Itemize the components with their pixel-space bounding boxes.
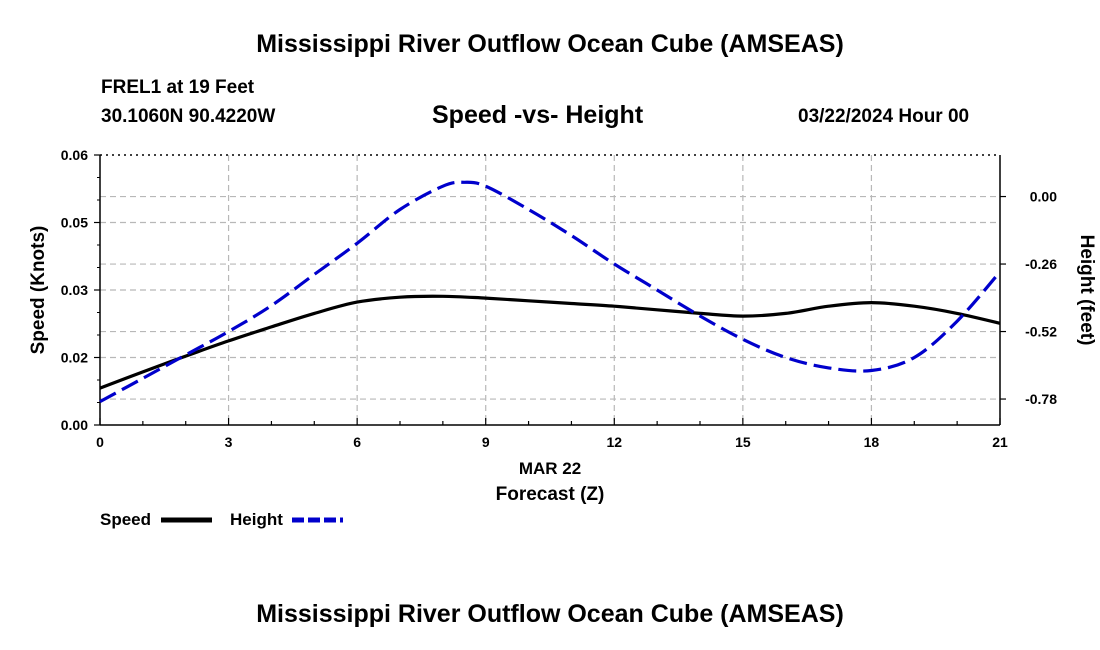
coordinates-label: 30.1060N 90.4220W (101, 106, 276, 127)
x-axis-label: Forecast (Z) (496, 484, 605, 505)
x-tick-label: 3 (225, 434, 233, 450)
y2-tick-label: -0.52 (1025, 324, 1057, 340)
height-series-line (99, 180, 1002, 404)
main-title: Mississippi River Outflow Ocean Cube (AM… (256, 30, 844, 58)
y-tick-label: 0.06 (61, 147, 88, 163)
legend-speed-label: Speed (100, 510, 151, 529)
legend-height-label: Height (230, 510, 283, 529)
legend: Speed Height (100, 510, 343, 529)
grid (100, 155, 1000, 425)
y-tick-label: 0.05 (61, 215, 88, 231)
y2-tick-label: 0.00 (1030, 189, 1057, 205)
x-tick-label: 15 (735, 434, 751, 450)
axes: 0 3 6 9 12 15 18 21 0.00 0.02 0.03 0.05 0.06 0.00 -0.2… (61, 147, 1057, 450)
series (99, 180, 1002, 404)
x-tick-label: 0 (96, 434, 104, 450)
x-axis-date-label: MAR 22 (519, 459, 581, 478)
axis-labels: Speed (Knots) Height (feet) MAR 22 Forec… (28, 226, 1097, 505)
y-tick-label: 0.00 (61, 417, 88, 433)
y2-tick-label: -0.26 (1025, 256, 1057, 272)
x-tick-label: 18 (864, 434, 880, 450)
x-tick-label: 21 (992, 434, 1008, 450)
chart-title: Speed -vs- Height (432, 101, 644, 129)
x-tick-label: 6 (353, 434, 361, 450)
station-label: FREL1 at 19 Feet (101, 77, 255, 98)
y-axis-label: Speed (Knots) (28, 226, 49, 355)
speed-series-line (99, 294, 1001, 390)
y-tick-label: 0.02 (61, 350, 88, 366)
date-label: 03/22/2024 Hour 00 (798, 106, 970, 127)
bottom-title: Mississippi River Outflow Ocean Cube (AM… (256, 600, 844, 628)
y2-tick-label: -0.78 (1025, 391, 1057, 407)
x-tick-label: 9 (482, 434, 490, 450)
x-tick-label: 12 (606, 434, 622, 450)
y2-axis-label: Height (feet) (1076, 235, 1097, 346)
y-tick-label: 0.03 (61, 282, 88, 298)
